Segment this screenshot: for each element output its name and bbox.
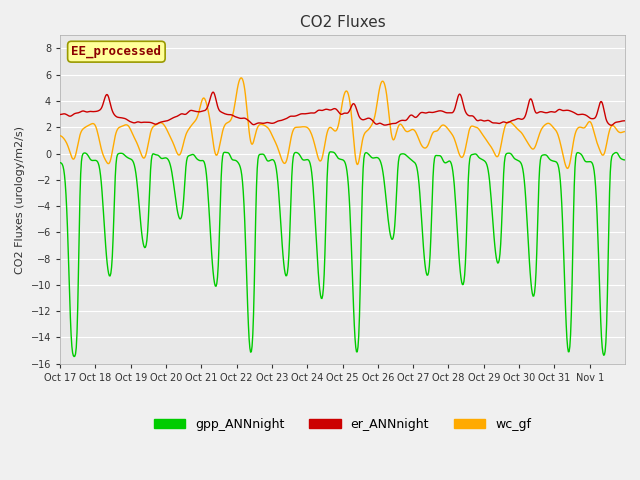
wc_gf [56,133,64,139]
wc_gf [226,118,234,124]
er_ANNnight [56,112,64,118]
er_ANNnight [122,116,130,122]
gpp_ANNnight [402,152,410,158]
Title: CO2 Fluxes: CO2 Fluxes [300,15,385,30]
gpp_ANNnight [620,157,628,163]
wc_gf [401,127,409,133]
er_ANNnight [607,122,615,128]
gpp_ANNnight [276,209,284,215]
wc_gf [122,122,130,128]
gpp_ANNnight [327,149,335,155]
wc_gf [620,129,628,134]
wc_gf [433,128,440,134]
er_ANNnight [401,118,409,123]
wc_gf [255,123,262,129]
wc_gf [237,75,245,81]
er_ANNnight [276,118,284,123]
gpp_ANNnight [255,153,262,158]
er_ANNnight [209,89,217,95]
er_ANNnight [255,120,262,126]
Y-axis label: CO2 Fluxes (urology/m2/s): CO2 Fluxes (urology/m2/s) [15,125,25,274]
gpp_ANNnight [123,155,131,160]
wc_gf [276,152,284,157]
er_ANNnight [620,118,628,124]
Legend: gpp_ANNnight, er_ANNnight, wc_gf: gpp_ANNnight, er_ANNnight, wc_gf [148,413,536,436]
er_ANNnight [227,112,235,118]
Line: er_ANNnight: er_ANNnight [60,92,624,125]
Line: gpp_ANNnight: gpp_ANNnight [60,152,624,357]
gpp_ANNnight [56,160,64,166]
gpp_ANNnight [227,154,235,160]
Text: EE_processed: EE_processed [72,45,161,59]
er_ANNnight [433,108,440,114]
Line: wc_gf: wc_gf [60,78,624,168]
gpp_ANNnight [70,354,78,360]
wc_gf [564,166,572,171]
gpp_ANNnight [433,153,441,158]
